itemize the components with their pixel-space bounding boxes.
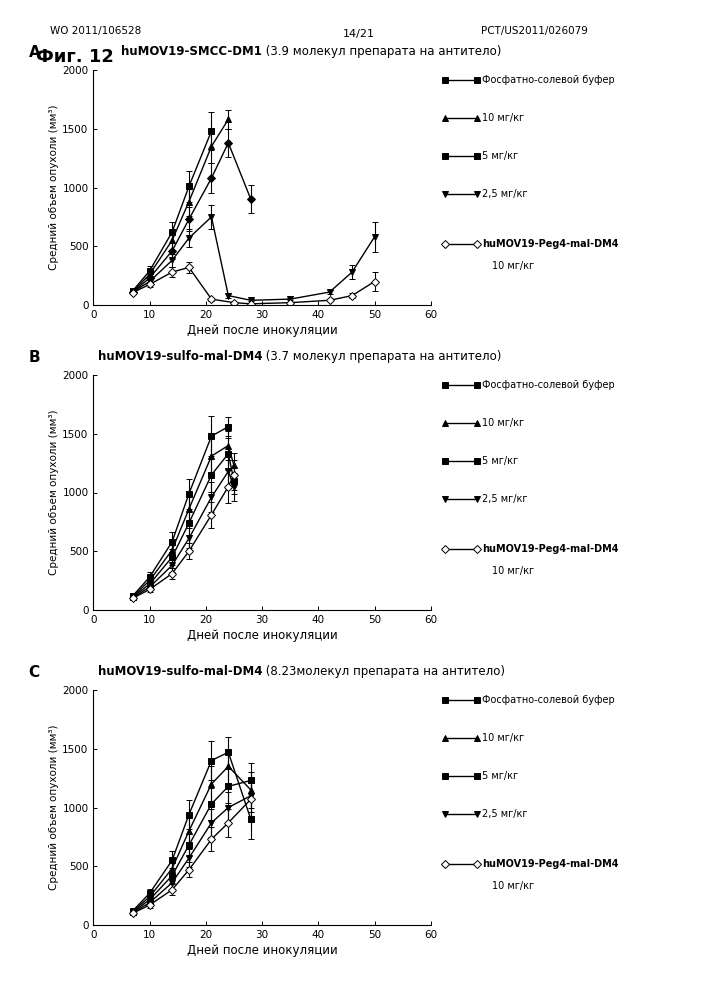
Text: huMOV19-sulfo-mal-DM4: huMOV19-sulfo-mal-DM4 (98, 665, 262, 678)
Text: A: A (29, 45, 40, 60)
X-axis label: Дней после инокуляции: Дней после инокуляции (187, 944, 337, 957)
Text: (3.9 молекул препарата на антитело): (3.9 молекул препарата на антитело) (262, 45, 501, 58)
Text: 10 мг/кг: 10 мг/кг (492, 566, 534, 576)
Text: C: C (29, 665, 39, 680)
Text: 14/21: 14/21 (343, 29, 375, 39)
Text: huMOV19-Peg4-mal-DM4: huMOV19-Peg4-mal-DM4 (482, 239, 619, 249)
Text: WO 2011/106528: WO 2011/106528 (50, 26, 141, 36)
Text: 2,5 мг/кг: 2,5 мг/кг (482, 189, 528, 199)
Text: Фосфатно-солевой буфер: Фосфатно-солевой буфер (482, 75, 615, 85)
Text: 10 мг/кг: 10 мг/кг (482, 733, 525, 743)
X-axis label: Дней после инокуляции: Дней после инокуляции (187, 629, 337, 642)
Text: huMOV19-sulfo-mal-DM4: huMOV19-sulfo-mal-DM4 (98, 350, 262, 363)
Text: (8.23молекул препарата на антитело): (8.23молекул препарата на антитело) (262, 665, 505, 678)
Y-axis label: Средний объем опухоли (мм³): Средний объем опухоли (мм³) (50, 725, 60, 890)
Text: (3.7 молекул препарата на антитело): (3.7 молекул препарата на антитело) (262, 350, 501, 363)
Text: huMOV19-Peg4-mal-DM4: huMOV19-Peg4-mal-DM4 (482, 859, 619, 869)
Text: 10 мг/кг: 10 мг/кг (492, 261, 534, 271)
Text: Фиг. 12: Фиг. 12 (36, 48, 113, 66)
Text: 10 мг/кг: 10 мг/кг (482, 418, 525, 428)
Text: 2,5 мг/кг: 2,5 мг/кг (482, 809, 528, 819)
Y-axis label: Средний объем опухоли (мм³): Средний объем опухоли (мм³) (50, 105, 60, 270)
Text: PCT/US2011/026079: PCT/US2011/026079 (481, 26, 588, 36)
Text: 10 мг/кг: 10 мг/кг (492, 881, 534, 891)
Y-axis label: Средний объем опухоли (мм³): Средний объем опухоли (мм³) (50, 410, 60, 575)
Text: B: B (29, 350, 40, 365)
Text: 5 мг/кг: 5 мг/кг (482, 151, 518, 161)
Text: huMOV19-SMCC-DM1: huMOV19-SMCC-DM1 (121, 45, 262, 58)
Text: Фосфатно-солевой буфер: Фосфатно-солевой буфер (482, 695, 615, 705)
Text: 5 мг/кг: 5 мг/кг (482, 456, 518, 466)
Text: 5 мг/кг: 5 мг/кг (482, 771, 518, 781)
Text: huMOV19-Peg4-mal-DM4: huMOV19-Peg4-mal-DM4 (482, 544, 619, 554)
X-axis label: Дней после инокуляции: Дней после инокуляции (187, 324, 337, 337)
Text: 10 мг/кг: 10 мг/кг (482, 113, 525, 123)
Text: 2,5 мг/кг: 2,5 мг/кг (482, 494, 528, 504)
Text: Фосфатно-солевой буфер: Фосфатно-солевой буфер (482, 380, 615, 390)
